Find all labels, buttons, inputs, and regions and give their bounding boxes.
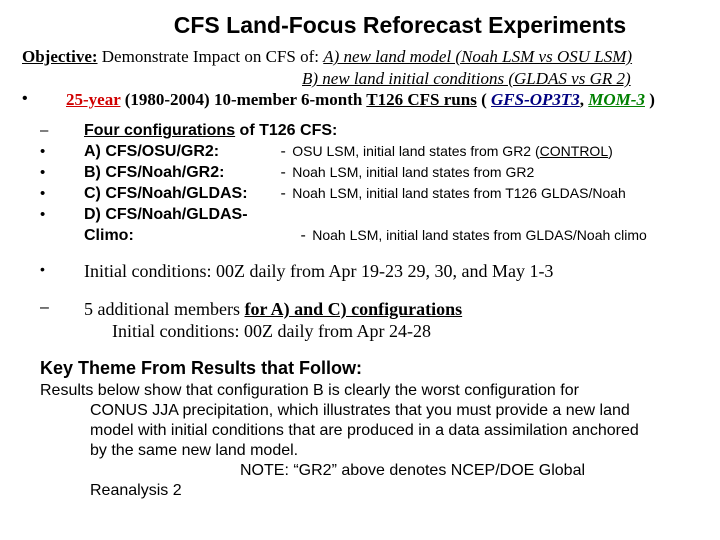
desc-ctrl: CONTROL (540, 143, 608, 159)
additional-sub: Initial conditions: 00Z daily from Apr 2… (112, 321, 698, 342)
results-block: Results below show that configuration B … (40, 381, 698, 501)
run-years: 25-year (66, 90, 120, 109)
config-desc: Noah LSM, initial land states from T126 … (292, 185, 626, 201)
dash-sep: - (278, 164, 287, 181)
dash-sep: - (298, 227, 307, 244)
run-content: 25-year (1980-2004) 10-member 6-month T1… (66, 89, 698, 111)
config-desc: Noah LSM, initial land states from GLDAS… (312, 227, 647, 243)
slide-root: CFS Land-Focus Reforecast Experiments Ob… (0, 0, 720, 540)
objective-b-line: B) new land initial conditions (GLDAS vs… (302, 69, 698, 89)
ic-row: • Initial conditions: 00Z daily from Apr… (22, 260, 698, 283)
config-content: B) CFS/Noah/GR2: - Noah LSM, initial lan… (84, 163, 698, 184)
dot-bullet: • (22, 260, 84, 278)
run-t126: T126 CFS runs (366, 90, 477, 109)
config-label: A) CFS/OSU/GR2: (84, 142, 274, 163)
key-theme-heading: Key Theme From Results that Follow: (40, 358, 698, 379)
run-members: 10-member 6-month (214, 90, 366, 109)
objective-label: Objective: (22, 47, 98, 66)
results-l4: by the same new land model. (90, 441, 698, 461)
config-label: B) CFS/Noah/GR2: (84, 163, 274, 184)
dash-bullet: – (22, 298, 84, 319)
configs-header-row: – Four configurations of T126 CFS: (22, 121, 698, 142)
results-l3: model with initial conditions that are p… (90, 421, 698, 441)
configs-header: Four configurations of T126 CFS: (84, 121, 698, 142)
additional-row: – 5 additional members for A) and C) con… (22, 298, 698, 321)
dot-bullet: • (22, 184, 84, 204)
objective-b: B) new land initial conditions (GLDAS vs… (302, 69, 631, 88)
run-open: ( (477, 90, 491, 109)
run-mom: MOM-3 (588, 90, 645, 109)
desc-post: ) (608, 143, 613, 159)
dash-bullet: – (22, 121, 84, 141)
dot-bullet: • (22, 163, 84, 183)
configs-header-post: of T126 CFS: (235, 122, 337, 139)
additional-for: for A) and C) configurations (244, 299, 462, 319)
objective-lead: Demonstrate Impact on CFS of: (98, 47, 324, 66)
config-content: A) CFS/OSU/GR2: - OSU LSM, initial land … (84, 142, 698, 163)
dash-sep: - (278, 185, 287, 202)
config-list: • A) CFS/OSU/GR2: - OSU LSM, initial lan… (22, 142, 698, 247)
config-desc: Noah LSM, initial land states from GR2 (292, 164, 534, 180)
configs-header-pre: Four configurations (84, 122, 235, 139)
bullet: • (22, 89, 66, 110)
list-item: • A) CFS/OSU/GR2: - OSU LSM, initial lan… (22, 142, 698, 163)
results-note: NOTE: “GR2” above denotes NCEP/DOE Globa… (240, 461, 698, 481)
ic-text: Initial conditions: 00Z daily from Apr 1… (84, 260, 698, 283)
objective-a: A) new land model (Noah LSM vs OSU LSM) (323, 47, 632, 66)
config-desc: OSU LSM, initial land states from GR2 (C… (292, 143, 613, 159)
config-label: D) CFS/Noah/GLDAS-Climo: (84, 205, 294, 247)
list-item: • D) CFS/Noah/GLDAS-Climo: - Noah LSM, i… (22, 205, 698, 247)
additional-pre: 5 additional members (84, 299, 244, 319)
run-sep: , (580, 90, 589, 109)
list-item: • C) CFS/Noah/GLDAS: - Noah LSM, initial… (22, 184, 698, 205)
dot-bullet: • (22, 142, 84, 162)
page-title: CFS Land-Focus Reforecast Experiments (102, 12, 698, 39)
objective-line: Objective: Demonstrate Impact on CFS of:… (22, 47, 698, 67)
configs-block: – Four configurations of T126 CFS: • A) … (22, 121, 698, 246)
results-l5: Reanalysis 2 (90, 481, 698, 501)
run-row: • 25-year (1980-2004) 10-member 6-month … (22, 89, 698, 111)
list-item: • B) CFS/Noah/GR2: - Noah LSM, initial l… (22, 163, 698, 184)
desc-pre: OSU LSM, initial land states from GR2 ( (292, 143, 539, 159)
additional-content: 5 additional members for A) and C) confi… (84, 298, 698, 321)
config-label: C) CFS/Noah/GLDAS: (84, 184, 274, 205)
dash-sep: - (278, 143, 287, 160)
results-l2: CONUS JJA precipitation, which illustrat… (90, 401, 698, 421)
run-gfs: GFS-OP3T3 (491, 90, 580, 109)
run-years-paren: (1980-2004) (120, 90, 213, 109)
run-close: ) (645, 90, 655, 109)
results-l1: Results below show that configuration B … (40, 382, 579, 399)
config-content: D) CFS/Noah/GLDAS-Climo: - Noah LSM, ini… (84, 205, 698, 247)
config-content: C) CFS/Noah/GLDAS: - Noah LSM, initial l… (84, 184, 698, 205)
dot-bullet: • (22, 205, 84, 225)
